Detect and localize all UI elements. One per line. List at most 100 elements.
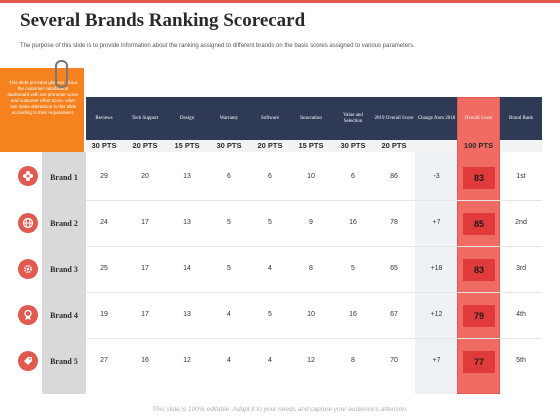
paperclip-icon [55, 60, 68, 88]
cell-reviews: 29 [100, 173, 108, 180]
cell-software: 6 [268, 173, 272, 180]
cell-innovation: 8 [309, 265, 313, 272]
header-innovation: Innovation [300, 115, 322, 121]
overall-score-badge: 85 [463, 213, 495, 235]
cell-value-selection: 8 [351, 357, 355, 364]
points-innovation: 15 PTS [298, 141, 324, 150]
cell-value-selection: 16 [349, 219, 357, 226]
cell-tech-support: 17 [141, 265, 149, 272]
cell-innovation: 10 [307, 173, 315, 180]
points-warranty: 30 PTS [216, 141, 242, 150]
brand-name: Brand 5 [50, 357, 78, 366]
cell-reviews: 27 [100, 357, 108, 364]
cell-software: 5 [268, 219, 272, 226]
cell-warranty: 4 [227, 357, 231, 364]
points-overall-score: 100 PTS [463, 141, 494, 150]
cell-brand-rank: 5th [516, 357, 526, 364]
cell-design: 12 [183, 357, 191, 364]
cell-tech-support: 17 [141, 311, 149, 318]
cell-2019-score: 86 [390, 173, 398, 180]
cell-innovation: 10 [307, 311, 315, 318]
cell-warranty: 5 [227, 219, 231, 226]
info-note: This slide provides glimpse about the cu… [0, 68, 84, 152]
points-value-selection: 30 PTS [340, 141, 366, 150]
overall-score-column [457, 97, 500, 394]
cell-software: 4 [268, 265, 272, 272]
flower-icon [18, 166, 38, 186]
page-title: Several Brands Ranking Scorecard [20, 10, 306, 31]
overall-score-badge: 83 [463, 167, 495, 189]
header-reviews: Reviews [95, 115, 113, 121]
header-change-2018: Change from 2018 [417, 115, 456, 121]
cell-value-selection: 6 [351, 173, 355, 180]
cell-design: 13 [183, 219, 191, 226]
cell-tech-support: 17 [141, 219, 149, 226]
brand-name: Brand 3 [50, 265, 78, 274]
overall-score-badge: 79 [463, 305, 495, 327]
footer-note: This slide is 100% editable. Adapt it to… [152, 406, 408, 413]
cell-warranty: 6 [227, 173, 231, 180]
cell-tech-support: 20 [141, 173, 149, 180]
cell-design: 13 [183, 173, 191, 180]
cell-change-2018: -3 [433, 173, 440, 180]
cell-software: 5 [268, 311, 272, 318]
header-design: Design [179, 115, 195, 121]
cell-brand-rank: 4th [516, 311, 526, 318]
cell-design: 14 [183, 265, 191, 272]
cell-2019-score: 78 [390, 219, 398, 226]
top-accent-bar [0, 0, 560, 3]
cell-warranty: 5 [227, 265, 231, 272]
overall-score-badge: 77 [463, 351, 495, 373]
cell-change-2018: +7 [432, 357, 441, 364]
tag-icon [18, 351, 38, 371]
cell-value-selection: 5 [351, 265, 355, 272]
points-tech-support: 20 PTS [132, 141, 158, 150]
cell-innovation: 9 [309, 219, 313, 226]
header-brand-rank: Brand Rank [508, 115, 534, 121]
brand-name: Brand 2 [50, 219, 78, 228]
header-warranty: Warranty [219, 115, 239, 121]
cell-2019-score: 67 [390, 311, 398, 318]
page-subtitle: The purpose of this slide is to provide … [20, 43, 415, 49]
points-software: 20 PTS [257, 141, 283, 150]
points-reviews: 30 PTS [91, 141, 117, 150]
cell-reviews: 24 [100, 219, 108, 226]
row-divider [86, 200, 542, 201]
change-column-background [415, 152, 457, 394]
header-software: Software [260, 115, 280, 121]
cell-2019-score: 70 [390, 357, 398, 364]
cell-brand-rank: 2nd [515, 219, 527, 226]
overall-score-badge: 83 [463, 259, 495, 281]
cell-change-2018: +18 [430, 265, 443, 272]
points-change-2018 [416, 140, 457, 152]
cell-change-2018: +12 [430, 311, 443, 318]
cell-reviews: 19 [100, 311, 108, 318]
cell-brand-rank: 1st [516, 173, 526, 180]
globe-icon [18, 213, 38, 233]
cell-innovation: 12 [307, 357, 315, 364]
row-divider [86, 246, 542, 247]
points-design: 15 PTS [174, 141, 200, 150]
award-icon [18, 305, 38, 325]
header-tech-support: Tech Support [131, 115, 159, 121]
cell-design: 13 [183, 311, 191, 318]
cell-warranty: 4 [227, 311, 231, 318]
cell-brand-rank: 3rd [515, 265, 527, 272]
brand-name: Brand 4 [50, 311, 78, 320]
row-divider [86, 338, 542, 339]
points-row [86, 140, 542, 152]
cell-tech-support: 16 [141, 357, 149, 364]
cell-2019-score: 65 [390, 265, 398, 272]
brand-name: Brand 1 [50, 173, 78, 182]
gear-icon [18, 259, 38, 279]
brand-column-background [42, 152, 86, 394]
cell-software: 4 [268, 357, 272, 364]
cell-change-2018: +7 [432, 219, 441, 226]
header-2019-score: 2019 Overall Score [374, 115, 414, 121]
row-divider [86, 292, 542, 293]
points-brand-rank [500, 140, 542, 152]
cell-value-selection: 16 [349, 311, 357, 318]
points-2019-score: 20 PTS [381, 141, 407, 150]
cell-reviews: 25 [100, 265, 108, 272]
header-value-selection: Value and Selection [343, 112, 363, 124]
